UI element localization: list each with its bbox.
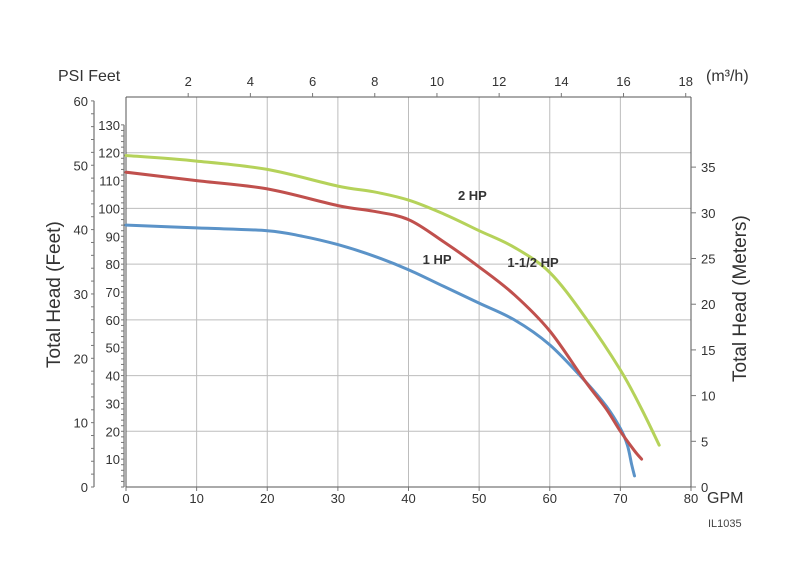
right-axis-title: Total Head (Meters)	[730, 215, 751, 382]
meter-tick-label: 35	[701, 160, 715, 175]
x-tick-label: 30	[331, 491, 345, 506]
x-tick-label: 40	[401, 491, 415, 506]
top-tick-label: 6	[309, 74, 316, 89]
x-tick-label: 20	[260, 491, 274, 506]
psi-tick-label: 50	[74, 158, 88, 173]
x-tick-label: 10	[189, 491, 203, 506]
top-tick-label: 10	[430, 74, 444, 89]
axes	[91, 93, 696, 491]
feet-tick-label: 90	[106, 229, 120, 244]
feet-tick-label: 130	[98, 118, 120, 133]
feet-tick-label: 10	[106, 452, 120, 467]
series-label-2-hp: 2 HP	[458, 188, 487, 203]
psi-tick-label: 40	[74, 223, 88, 238]
x-tick-label: 0	[122, 491, 129, 506]
meter-tick-label: 0	[701, 480, 708, 495]
top-axis-title: PSI Feet	[58, 68, 121, 85]
series-label-1-1-2-hp: 1-1/2 HP	[507, 255, 559, 270]
top-tick-label: 12	[492, 74, 506, 89]
top-tick-label: 8	[371, 74, 378, 89]
series-lines	[124, 154, 661, 478]
feet-tick-label: 20	[106, 424, 120, 439]
series-labels: 1 HP 1-1/2 HP 2 HP	[423, 188, 559, 270]
series-line-1-1-2-hp	[124, 170, 644, 461]
psi-tick-label: 10	[74, 416, 88, 431]
psi-tick-label: 60	[74, 94, 88, 109]
x-tick-label: 60	[543, 491, 557, 506]
grid-lines	[126, 97, 691, 487]
meter-tick-label: 25	[701, 252, 715, 267]
series-line-2-hp	[124, 154, 661, 447]
top-tick-label: 4	[247, 74, 254, 89]
tick-labels: 0 10 20 30 40 50 60 70 802 4 6 8 10 12 14 16 18010203040…	[74, 74, 716, 506]
feet-tick-label: 60	[106, 313, 120, 328]
x-tick-label: 70	[613, 491, 627, 506]
meter-tick-label: 5	[701, 434, 708, 449]
feet-tick-label: 100	[98, 201, 120, 216]
feet-tick-label: 50	[106, 341, 120, 356]
x-tick-label: 80	[684, 491, 698, 506]
feet-tick-label: 40	[106, 369, 120, 384]
feet-tick-label: 80	[106, 257, 120, 272]
psi-tick-label: 20	[74, 351, 88, 366]
left-axis-title: Total Head (Feet)	[44, 221, 65, 368]
meter-tick-label: 20	[701, 297, 715, 312]
top-tick-label: 14	[554, 74, 568, 89]
feet-tick-label: 120	[98, 146, 120, 161]
meter-tick-label: 10	[701, 389, 715, 404]
meter-tick-label: 15	[701, 343, 715, 358]
x-tick-label: 50	[472, 491, 486, 506]
x-axis-label: GPM	[707, 490, 743, 507]
series-label-1-hp: 1 HP	[423, 252, 452, 267]
figure-code: IL1035	[708, 518, 742, 530]
psi-tick-label: 0	[81, 480, 88, 495]
top-tick-label: 18	[678, 74, 692, 89]
feet-tick-label: 70	[106, 285, 120, 300]
psi-tick-label: 30	[74, 287, 88, 302]
meter-tick-label: 30	[701, 206, 715, 221]
top-tick-label: 16	[616, 74, 630, 89]
top-axis-unit: (m³/h)	[706, 68, 749, 85]
feet-tick-label: 30	[106, 396, 120, 411]
feet-tick-label: 110	[99, 174, 120, 189]
top-tick-label: 2	[185, 74, 192, 89]
